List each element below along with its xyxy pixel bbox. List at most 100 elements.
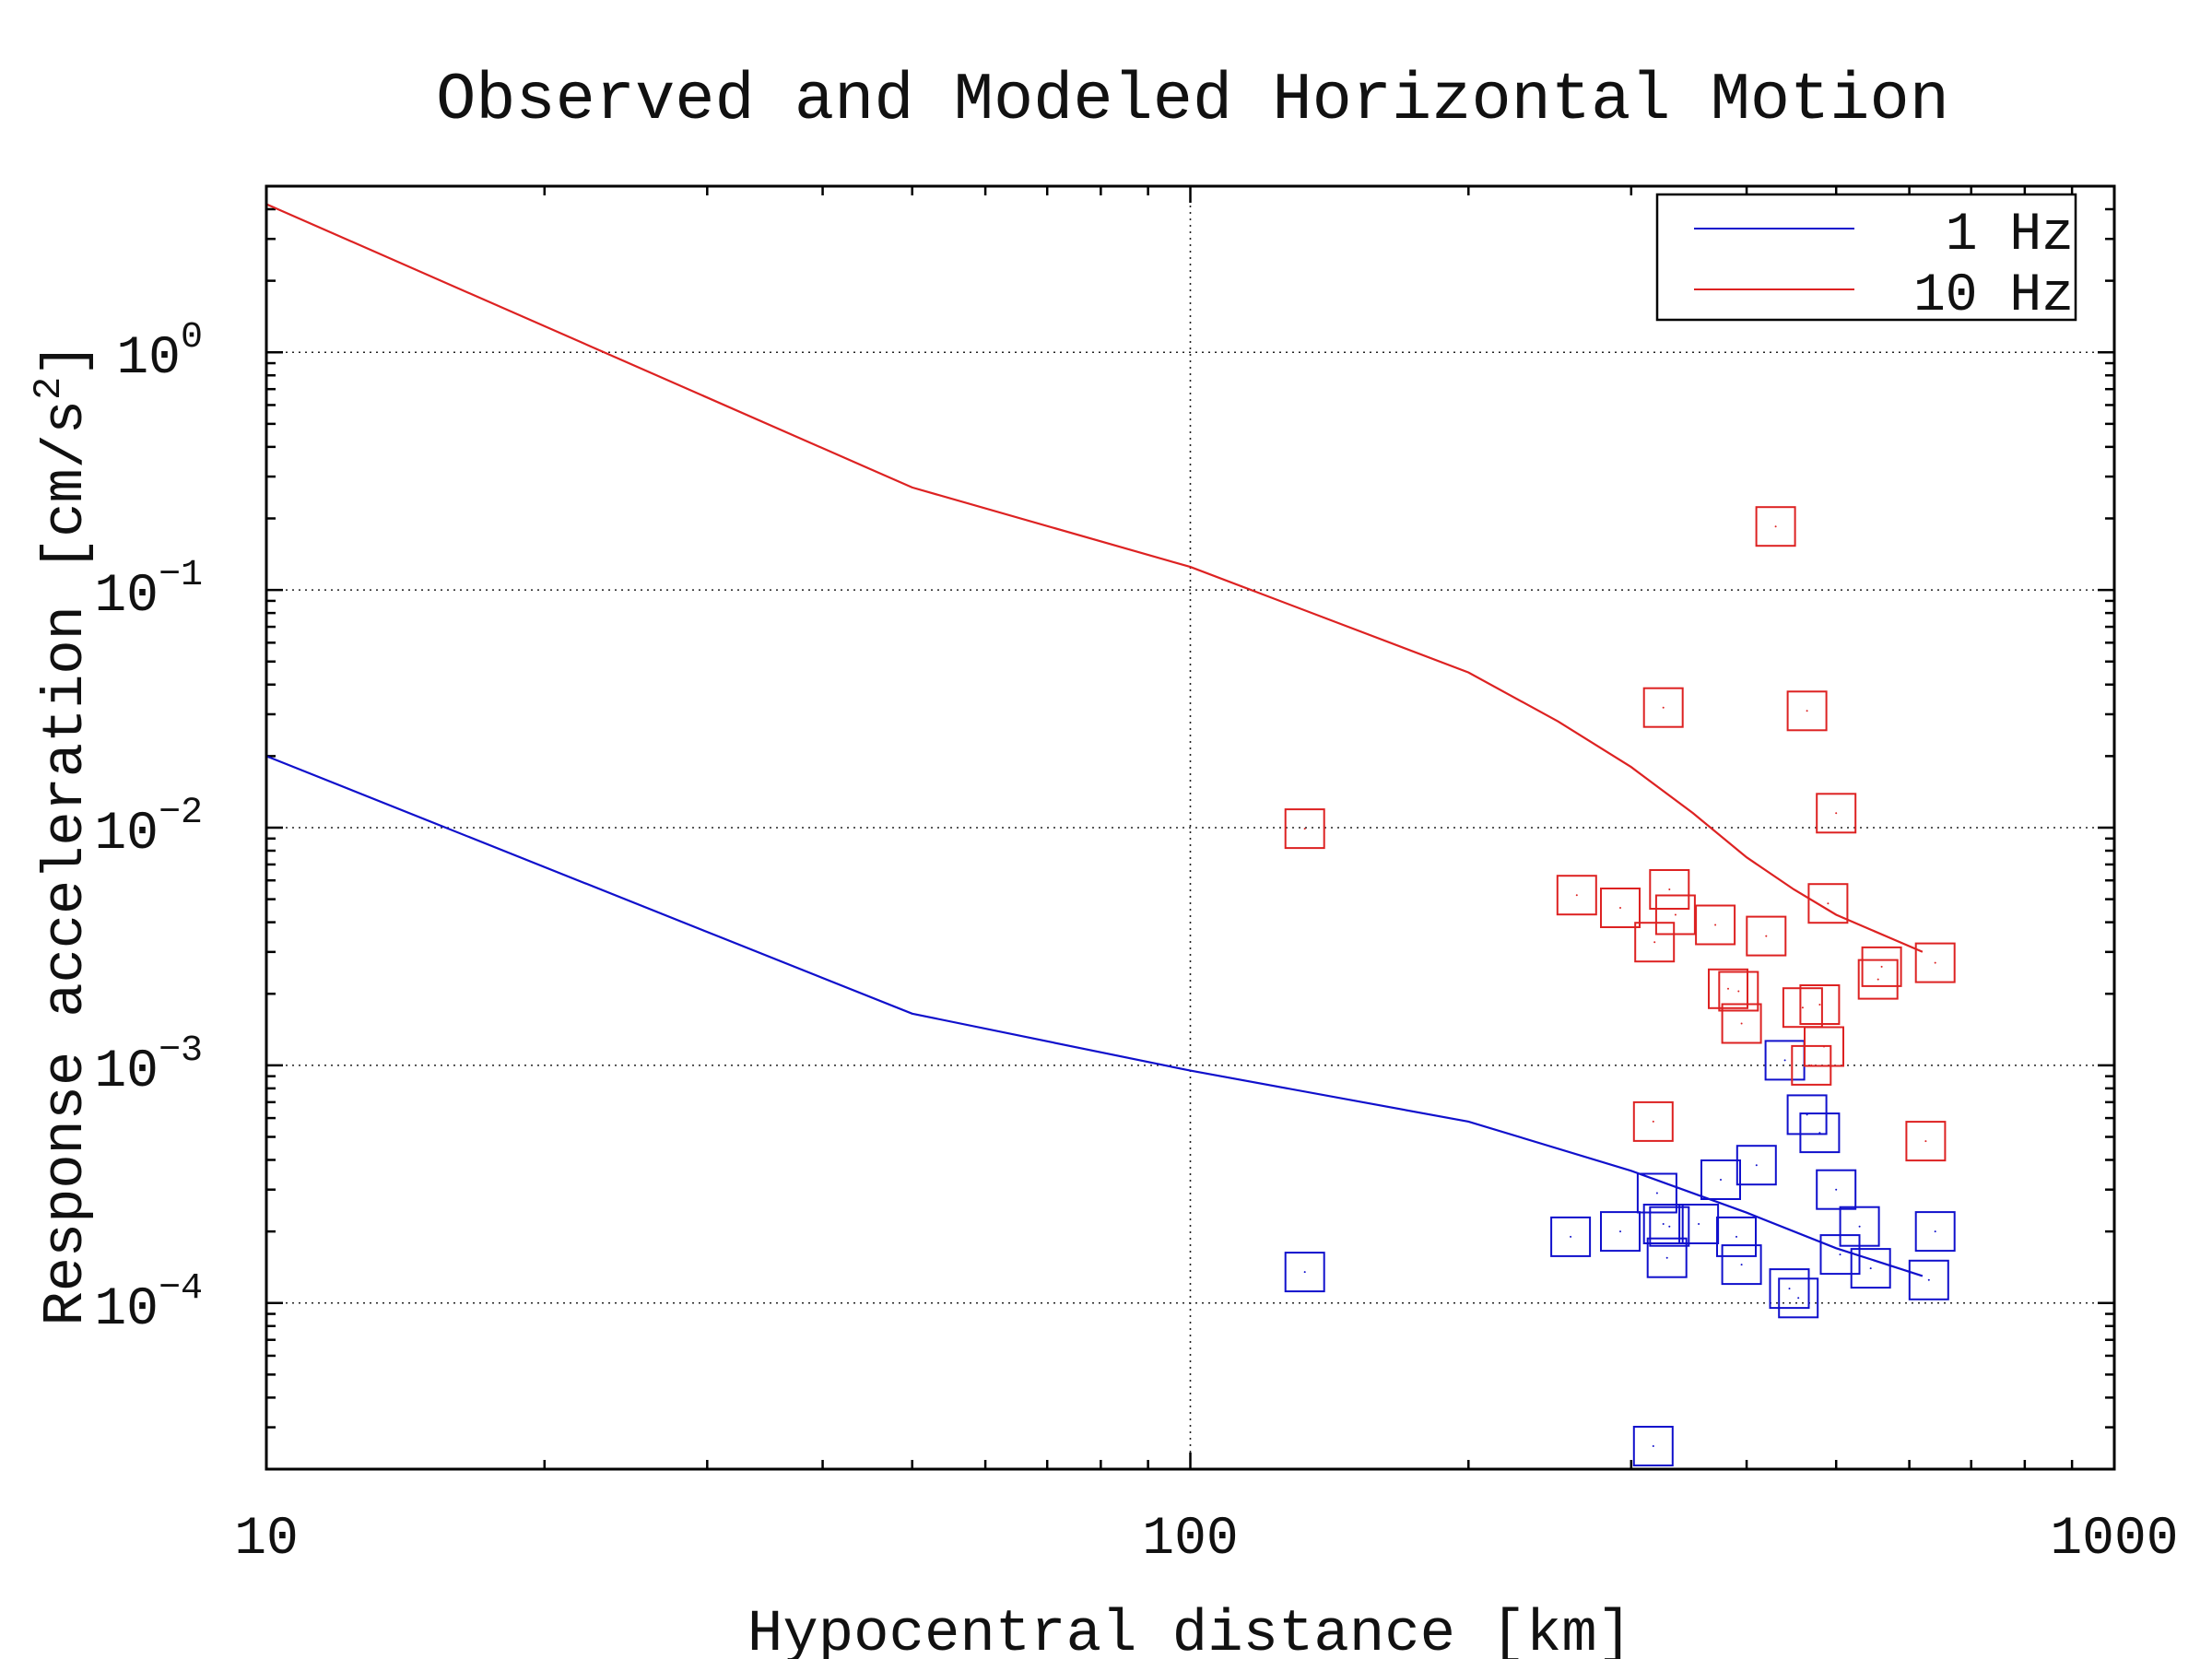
- marker-series0-5: [1642, 1204, 1684, 1244]
- marker-dot-series1-9: [1727, 987, 1729, 990]
- marker-series1-20: [1816, 793, 1857, 834]
- y-tick-label-4: 10−4: [94, 1268, 203, 1340]
- marker-series0-16: [1786, 1094, 1828, 1135]
- marker-dot-series1-3: [1652, 1120, 1654, 1123]
- marker-dot-series1-2: [1619, 907, 1621, 909]
- marker-dot-series0-7: [1668, 1225, 1671, 1228]
- marker-series1-4: [1634, 922, 1676, 963]
- y-tick-label-0: 100: [116, 317, 203, 389]
- marker-dot-series0-14: [1788, 1288, 1791, 1290]
- marker-dot-series1-22: [1880, 965, 1883, 968]
- y-axis-label-close: ]: [33, 342, 99, 376]
- marker-dot-series1-0: [1303, 828, 1306, 830]
- marker-dot-series0-20: [1858, 1225, 1861, 1228]
- x-tick-label-0: 10: [234, 1510, 299, 1570]
- marker-series0-9: [1700, 1159, 1741, 1200]
- marker-series1-5: [1642, 687, 1684, 728]
- marker-series0-23: [1914, 1211, 1956, 1253]
- x-tick-labels: 10 100 1000: [234, 1510, 2178, 1570]
- marker-series0-2: [1600, 1211, 1641, 1253]
- marker-dot-series1-14: [1801, 1006, 1804, 1009]
- marker-series0-21: [1850, 1248, 1891, 1289]
- marker-series1-23: [1905, 1121, 1947, 1162]
- marker-series0-18: [1816, 1169, 1857, 1210]
- y-tick-label-2: 10−2: [94, 793, 203, 865]
- y-axis-label-superscript: 2: [27, 377, 71, 400]
- marker-series0-14: [1769, 1268, 1810, 1310]
- marker-series1-14: [1782, 987, 1823, 1029]
- marker-series1-8: [1695, 904, 1736, 946]
- marker-dot-series1-6: [1668, 888, 1671, 890]
- marker-dot-series0-3: [1652, 1445, 1654, 1447]
- marker-dot-series0-6: [1665, 1256, 1668, 1259]
- y-tick-label-3: 10−3: [94, 1030, 203, 1102]
- marker-series1-7: [1654, 894, 1696, 935]
- series-markers: [1284, 506, 1956, 1466]
- x-axis-label: Hypocentral distance [km]: [747, 1602, 1632, 1659]
- marker-series1-22: [1861, 946, 1902, 987]
- marker-series1-24: [1914, 942, 1956, 983]
- legend-label-10hz: 10 Hz: [1913, 266, 2074, 326]
- marker-series1-3: [1632, 1100, 1674, 1142]
- marker-series1-9: [1708, 968, 1748, 1009]
- marker-series1-6: [1649, 869, 1690, 910]
- legend-box: [1655, 193, 2077, 322]
- legend-label-1hz: 1 Hz: [1946, 206, 2074, 265]
- y-axis-label: Response acceleration [cm/s2]: [27, 342, 99, 1325]
- marker-series1-19: [1807, 883, 1849, 924]
- marker-dot-series1-12: [1765, 935, 1768, 937]
- marker-dot-series0-21: [1869, 1267, 1872, 1270]
- marker-dot-series1-10: [1737, 990, 1740, 993]
- marker-series0-4: [1636, 1172, 1677, 1214]
- marker-dot-series1-15: [1806, 710, 1808, 712]
- plot-frame: [265, 184, 2116, 1471]
- marker-series0-10: [1716, 1216, 1757, 1257]
- marker-series0-7: [1649, 1206, 1690, 1247]
- marker-dot-series0-8: [1698, 1223, 1700, 1225]
- marker-dot-series0-4: [1655, 1192, 1658, 1194]
- marker-dot-series0-23: [1934, 1230, 1936, 1233]
- marker-dot-series1-18: [1823, 1045, 1825, 1048]
- marker-dot-series0-0: [1303, 1271, 1306, 1274]
- marker-series1-15: [1786, 690, 1828, 732]
- y-axis-label-text: Response acceleration [cm/s: [33, 400, 99, 1326]
- marker-dot-series0-22: [1927, 1278, 1930, 1281]
- marker-dot-series0-13: [1783, 1059, 1786, 1062]
- y-tick-labels: 100 10−1 10−2 10−3 10−4: [94, 317, 203, 1340]
- marker-dot-series0-19: [1839, 1253, 1841, 1256]
- marker-series0-15: [1778, 1277, 1819, 1319]
- marker-dot-series1-7: [1674, 913, 1677, 916]
- marker-series0-17: [1799, 1112, 1841, 1154]
- y-tick-label-1: 10−1: [94, 555, 203, 627]
- marker-series0-8: [1678, 1204, 1720, 1244]
- marker-series0-20: [1839, 1206, 1880, 1247]
- marker-series1-11: [1721, 1003, 1762, 1044]
- x-tick-label-1: 100: [1142, 1510, 1238, 1570]
- marker-dot-series1-20: [1835, 812, 1838, 815]
- marker-series1-1: [1556, 875, 1597, 916]
- marker-dot-series0-11: [1740, 1264, 1743, 1266]
- marker-dot-series0-9: [1720, 1179, 1722, 1181]
- marker-series1-0: [1284, 808, 1325, 850]
- marker-dot-series1-24: [1934, 961, 1936, 964]
- marker-dot-series1-1: [1575, 894, 1578, 897]
- marker-series1-18: [1804, 1026, 1844, 1067]
- marker-dot-series0-12: [1755, 1164, 1758, 1167]
- marker-series1-17: [1799, 984, 1841, 1025]
- marker-series1-10: [1718, 971, 1759, 1012]
- marker-dot-series0-2: [1619, 1230, 1621, 1233]
- marker-dot-series1-23: [1924, 1140, 1927, 1143]
- marker-series1-2: [1600, 888, 1641, 928]
- marker-series1-21: [1857, 959, 1899, 1000]
- marker-series0-1: [1550, 1216, 1592, 1257]
- marker-dot-series1-4: [1653, 941, 1656, 944]
- marker-series0-3: [1632, 1426, 1674, 1466]
- marker-series0-0: [1284, 1252, 1325, 1293]
- marker-series0-22: [1908, 1259, 1949, 1300]
- x-tick-label-2: 1000: [2050, 1510, 2178, 1570]
- marker-dot-series1-8: [1714, 924, 1717, 926]
- marker-dot-series0-15: [1797, 1297, 1800, 1300]
- marker-dot-series1-11: [1740, 1022, 1743, 1025]
- marker-dot-series1-17: [1818, 1004, 1821, 1006]
